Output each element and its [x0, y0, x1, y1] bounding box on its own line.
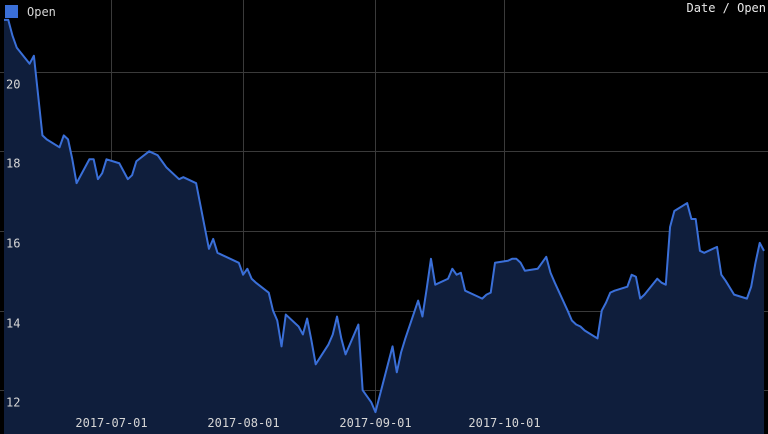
x-tick-label: 2017-07-01 — [75, 416, 147, 430]
y-tick-label: 12 — [6, 396, 20, 410]
x-tick-label: 2017-08-01 — [207, 416, 279, 430]
x-tick-label: 2017-09-01 — [339, 416, 411, 430]
y-tick-label: 20 — [6, 78, 20, 92]
y-tick-label: 18 — [6, 157, 20, 171]
corner-label: Date / Open — [687, 1, 766, 15]
legend: Open — [5, 5, 56, 19]
open-area-fill — [4, 19, 764, 434]
y-tick-label: 14 — [6, 317, 20, 331]
legend-swatch-open — [5, 5, 18, 18]
x-tick-labels: 2017-07-01 2017-08-01 2017-09-01 2017-10-01 — [75, 416, 540, 430]
x-tick-label: 2017-10-01 — [468, 416, 540, 430]
y-tick-label: 16 — [6, 237, 20, 251]
open-series-line — [4, 18, 765, 414]
y-tick-labels: 12 14 16 18 20 — [6, 78, 20, 410]
legend-label-open: Open — [27, 5, 56, 19]
